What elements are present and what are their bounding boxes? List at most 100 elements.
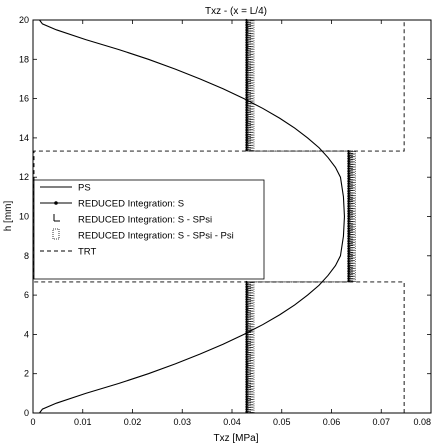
series-reduced-s-marker: [245, 348, 248, 351]
series-reduced-s-marker: [245, 400, 248, 404]
series-reduced-s-marker: [245, 305, 248, 309]
series-reduced-s-marker: [245, 325, 248, 329]
y-axis-label: h [mm]: [3, 201, 14, 232]
series-reduced-s-marker: [245, 126, 248, 129]
series-reduced-s-marker: [245, 290, 248, 294]
series-reduced-s-marker: [245, 298, 248, 301]
series-reduced-s-marker: [347, 222, 350, 225]
x-axis-label: Txz [MPa]: [213, 433, 258, 444]
series-reduced-s-marker: [347, 167, 350, 170]
series-reduced-s-marker: [347, 212, 350, 215]
x-axis: 0 0.01 0.02 0.03 0.04 0.05 0.06 0.07 0.08: [30, 20, 432, 427]
series-reduced-s-marker: [245, 111, 248, 114]
series-reduced-s-marker: [245, 101, 248, 104]
series-reduced-s-marker: [347, 157, 350, 160]
x-tick-label: 0.02: [124, 417, 142, 427]
series-reduced-s-marker: [347, 199, 350, 203]
series-reduced-s-marker: [347, 177, 350, 180]
series-reduced-s-marker: [245, 323, 248, 326]
series-reduced-s-marker: [245, 395, 248, 399]
series-reduced-s-marker: [245, 410, 248, 414]
series-reduced-s-marker: [245, 26, 248, 29]
y-tick-label: 4: [24, 329, 29, 339]
series-reduced-s-marker: [245, 360, 248, 364]
y-tick-label: 14: [19, 133, 29, 143]
series-reduced-s-marker: [245, 121, 248, 124]
series-reduced-s-marker: [347, 279, 350, 283]
series-reduced-s-marker: [245, 136, 248, 139]
series-ps-line: [39, 19, 345, 414]
series-reduced-s-marker: [347, 254, 350, 258]
series-reduced-s-marker: [347, 219, 350, 223]
y-axis: 0 2 4 6 8 10 12 14 16 18 20: [19, 15, 431, 418]
series-reduced-s-marker: [245, 308, 248, 311]
series-reduced-s-marker: [347, 277, 350, 280]
legend-entry-label: REDUCED Integration: S: [78, 199, 184, 210]
series-reduced-s-marker: [245, 88, 248, 92]
series-reduced-s-marker: [245, 113, 248, 117]
x-tick-label: 0: [30, 417, 35, 427]
series-reduced-s-marker: [245, 300, 248, 304]
series-reduced-s-marker: [347, 209, 350, 213]
x-tick-label: 0.06: [323, 417, 341, 427]
series-reduced-s-marker: [347, 162, 350, 165]
series-reduced-s-marker: [245, 141, 248, 144]
legend-reduced-s-spsi-psi-swatch: [52, 228, 60, 240]
series-reduced-s-marker: [245, 86, 248, 89]
series-reduced-s-marker: [245, 340, 248, 344]
series-reduced-s-marker: [347, 244, 350, 248]
legend-reduced-s-marker: [54, 201, 58, 205]
series-reduced-s-marker: [347, 267, 350, 270]
series-reduced-s-marker: [347, 264, 350, 268]
series-reduced-s-marker: [245, 146, 248, 149]
series-reduced-s-marker: [347, 242, 350, 245]
series-trt-line: [33, 20, 405, 413]
series-reduced-s-marker: [245, 370, 248, 374]
series-reduced-s-marker: [245, 78, 248, 82]
series-reduced-s-marker: [347, 232, 350, 235]
y-tick-label: 18: [19, 54, 29, 64]
series-reduced-s-marker: [245, 41, 248, 44]
series-reduced-s-marker: [245, 43, 248, 47]
series-reduced-s-marker: [245, 320, 248, 324]
series-reduced-s-marker: [347, 154, 350, 158]
series-reduced-s-marker: [245, 355, 248, 359]
series-reduced-s-marker: [347, 224, 350, 228]
x-tick-label: 0.03: [173, 417, 191, 427]
series-reduced-s-marker: [245, 53, 248, 57]
legend-entry-label: PS: [78, 183, 91, 194]
series-reduced-s-marker: [245, 23, 248, 27]
series-reduced-s-marker: [347, 197, 350, 200]
series-reduced-s-marker: [347, 229, 350, 233]
series-reduced-s-marker: [245, 405, 248, 409]
series-reduced-s-marker: [245, 313, 248, 316]
series-reduced-s-marker: [245, 76, 248, 79]
series-reduced-s-marker: [245, 385, 248, 389]
y-tick-label: 20: [19, 15, 29, 25]
legend-box: [33, 179, 265, 280]
series-reduced-s-marker: [245, 403, 248, 406]
series-reduced-s-marker: [245, 343, 248, 346]
series-reduced-s-marker: [245, 118, 248, 122]
series-reduced-s-marker: [245, 143, 248, 147]
series-reduced-s-marker: [347, 227, 350, 230]
series-reduced-s-marker: [245, 116, 248, 119]
series-reduced-s-marker: [347, 269, 350, 273]
series-reduced-s-marker: [245, 288, 248, 291]
series-reduced-s-marker: [347, 239, 350, 243]
series-reduced-s-marker: [245, 123, 248, 127]
series-reduced-s-marker: [245, 103, 248, 107]
x-tick-label: 0.01: [74, 417, 92, 427]
series-reduced-s-marker: [347, 187, 350, 190]
y-tick-label: 0: [24, 408, 29, 418]
series-reduced-s-marker: [245, 318, 248, 321]
series-reduced-s-marker: [245, 106, 248, 109]
series-reduced-s-marker: [347, 174, 350, 178]
series-reduced-s-marker: [347, 272, 350, 275]
series-reduced-s-marker: [245, 335, 248, 339]
series-reduced-s-marker: [347, 252, 350, 255]
series-reduced-s-marker: [245, 63, 248, 67]
x-tick-label: 0.07: [372, 417, 390, 427]
series-reduced-s-marker: [347, 249, 350, 253]
series-reduced-s-marker: [245, 61, 248, 64]
